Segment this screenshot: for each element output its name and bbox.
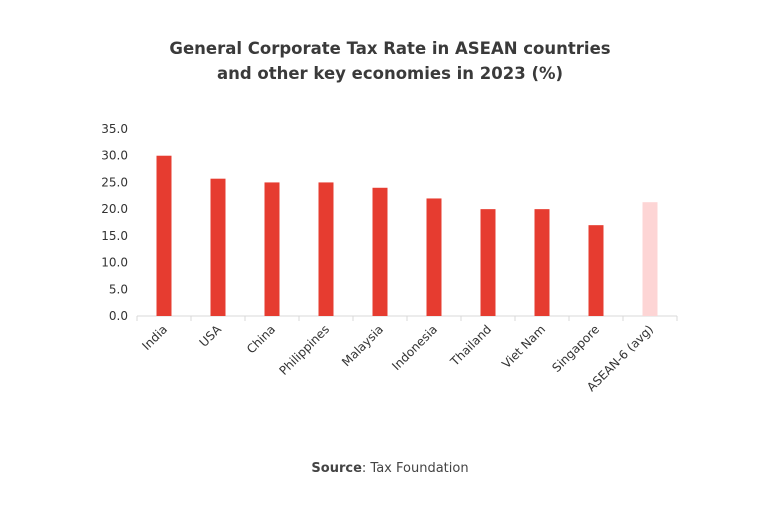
y-tick-label: 30.0 [101,149,128,163]
x-tick-label: Philippines [277,322,333,378]
x-tick-label: Viet Nam [499,322,548,371]
x-tick-label: China [244,322,278,356]
chart-title-line1: General Corporate Tax Rate in ASEAN coun… [169,39,611,58]
y-tick-label: 5.0 [109,282,128,296]
bar-thailand [480,209,496,316]
y-tick-label: 20.0 [101,202,128,216]
source-label: Source [311,461,362,476]
y-tick-label: 35.0 [101,122,128,136]
source-note: Source: Tax Foundation [0,461,780,476]
y-tick-label: 10.0 [101,256,128,270]
x-tick-label: Indonesia [389,322,440,373]
bar-singapore [588,225,604,316]
bar-usa [210,178,226,316]
bar-philippines [318,182,334,316]
bar-asean-6-avg- [642,202,658,316]
x-tick-label: Singapore [549,322,602,375]
bar-malaysia [372,187,388,316]
x-tick-label: India [139,322,170,353]
x-tick-label: Thailand [447,322,494,369]
source-text: : Tax Foundation [361,461,469,476]
bar-india [156,155,172,316]
chart-title: General Corporate Tax Rate in ASEAN coun… [0,36,780,86]
bar-viet-nam [534,209,550,316]
bar-china [264,182,280,316]
bar-indonesia [426,198,442,316]
y-tick-label: 25.0 [101,175,128,189]
x-tick-label: USA [197,322,225,350]
chart-title-line2: and other key economies in 2023 (%) [216,64,564,83]
x-tick-label: Malaysia [339,322,386,369]
y-tick-label: 15.0 [101,229,128,243]
y-tick-label: 0.0 [109,309,128,323]
